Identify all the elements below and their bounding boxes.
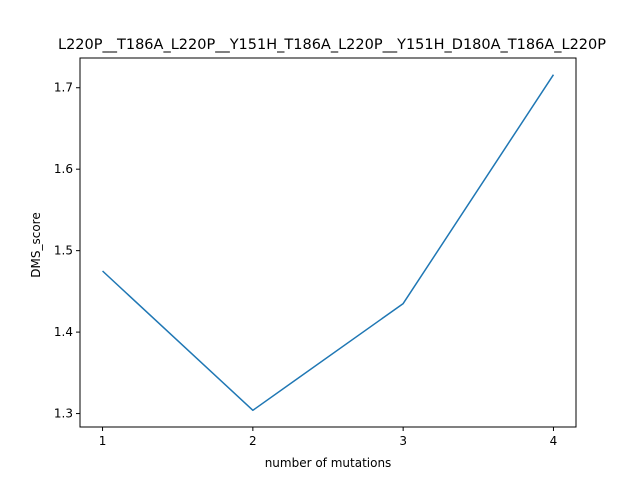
x-tick-label: 1 xyxy=(99,434,107,448)
y-tick-label: 1.4 xyxy=(54,325,73,339)
chart-title: L220P__T186A_L220P__Y151H_T186A_L220P__Y… xyxy=(58,37,606,53)
y-tick-label: 1.6 xyxy=(54,162,73,176)
y-tick-label: 1.3 xyxy=(54,407,73,421)
x-tick-label: 4 xyxy=(550,434,558,448)
y-tick-label: 1.5 xyxy=(54,244,73,258)
x-axis: 1 2 3 4 xyxy=(99,427,558,448)
plot-area xyxy=(79,57,577,428)
y-tick-label: 1.7 xyxy=(54,81,73,95)
x-tick-label: 3 xyxy=(399,434,407,448)
x-axis-label: number of mutations xyxy=(265,456,392,470)
y-axis: 1.3 1.4 1.5 1.6 1.7 xyxy=(54,81,80,421)
series-line xyxy=(102,74,555,412)
y-axis-label: DMS_score xyxy=(29,212,43,277)
x-tick-label: 2 xyxy=(249,434,257,448)
series-layer xyxy=(102,74,555,412)
axes-frame xyxy=(79,57,577,428)
